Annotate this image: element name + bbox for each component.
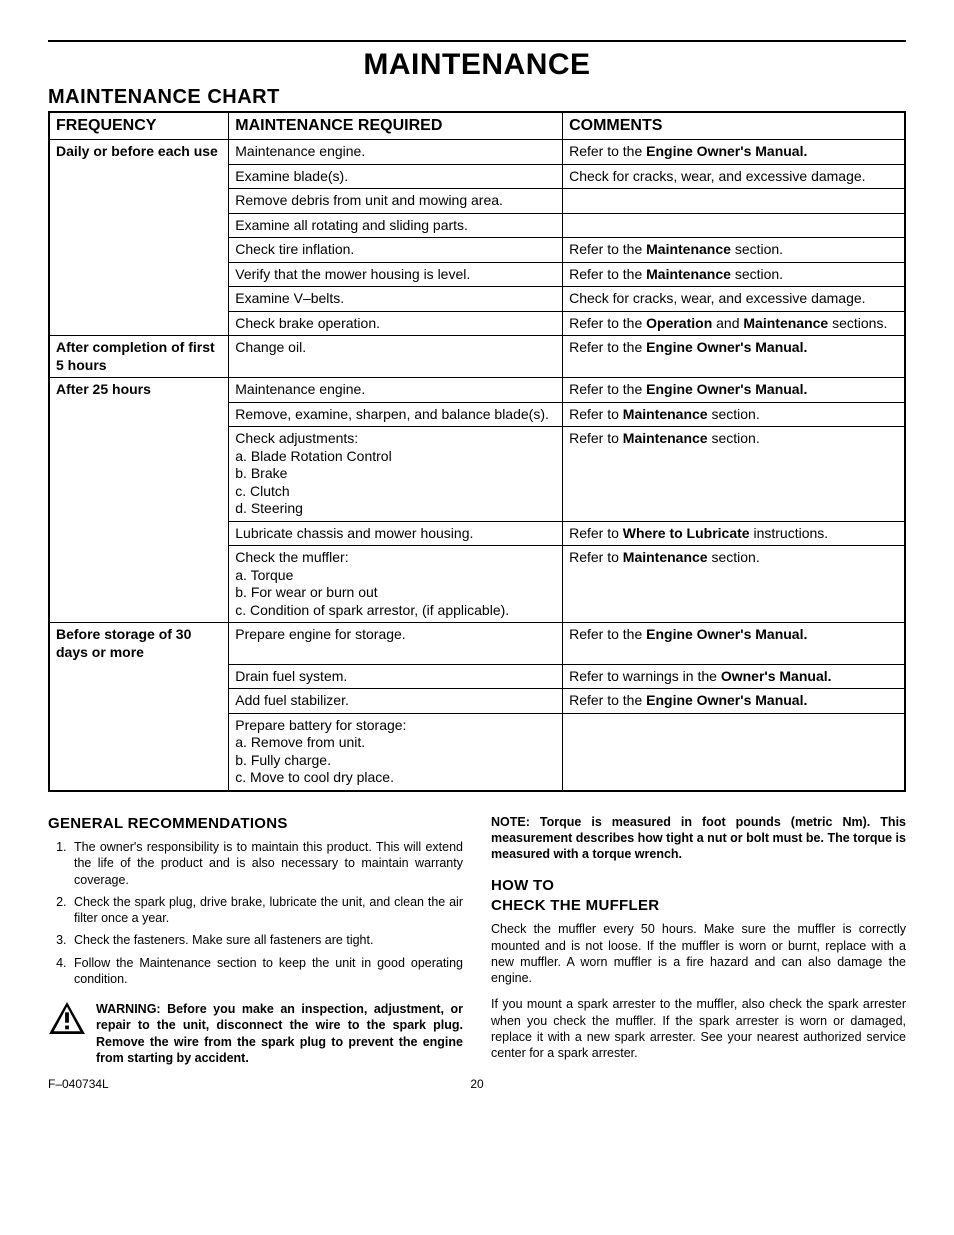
comments-cell: Refer to warnings in the Owner's Manual. [563, 664, 905, 689]
frequency-cell [49, 402, 229, 427]
header-maintenance: MAINTENANCE REQUIRED [229, 112, 563, 140]
warning-text: WARNING: Before you make an inspection, … [96, 1001, 463, 1066]
page-title: MAINTENANCE [48, 48, 906, 82]
comments-cell: Refer to the Engine Owner's Manual. [563, 336, 905, 378]
right-column: NOTE: Torque is measured in foot pounds … [491, 814, 906, 1072]
comments-cell: Refer to the Operation and Maintenance s… [563, 311, 905, 336]
maintenance-cell: Maintenance engine. [229, 140, 563, 165]
header-frequency: FREQUENCY [49, 112, 229, 140]
frequency-cell [49, 546, 229, 623]
maintenance-cell: Examine all rotating and sliding parts. [229, 213, 563, 238]
maintenance-cell: Check tire inflation. [229, 238, 563, 263]
comments-cell [563, 189, 905, 214]
comments-cell [563, 213, 905, 238]
left-column: GENERAL RECOMMENDATIONS The owner's resp… [48, 814, 463, 1072]
comments-cell: Refer to Maintenance section. [563, 546, 905, 623]
frequency-cell [49, 238, 229, 263]
maintenance-cell: Add fuel stabilizer. [229, 689, 563, 714]
comments-cell: Check for cracks, wear, and excessive da… [563, 287, 905, 312]
frequency-cell: After completion of first 5 hours [49, 336, 229, 378]
maintenance-cell: Check the muffler: a. Torque b. For wear… [229, 546, 563, 623]
maintenance-cell: Examine V–belts. [229, 287, 563, 312]
comments-cell: Check for cracks, wear, and excessive da… [563, 164, 905, 189]
note-block: NOTE: Torque is measured in foot pounds … [491, 814, 906, 863]
frequency-cell [49, 664, 229, 689]
maintenance-cell: Change oil. [229, 336, 563, 378]
list-item: The owner's responsibility is to maintai… [70, 839, 463, 888]
maintenance-cell: Check adjustments: a. Blade Rotation Con… [229, 427, 563, 522]
frequency-cell [49, 311, 229, 336]
comments-cell: Refer to the Maintenance section. [563, 238, 905, 263]
howto-title-2: CHECK THE MUFFLER [491, 896, 906, 916]
comments-cell [563, 713, 905, 791]
maintenance-cell: Examine blade(s). [229, 164, 563, 189]
frequency-cell: Before storage of 30 days or more [49, 623, 229, 665]
top-rule [48, 40, 906, 42]
muffler-para-2: If you mount a spark arrester to the muf… [491, 996, 906, 1061]
doc-number: F–040734L [48, 1077, 109, 1091]
muffler-para-1: Check the muffler every 50 hours. Make s… [491, 921, 906, 986]
comments-cell: Refer to Where to Lubricate instructions… [563, 521, 905, 546]
howto-title-1: HOW TO [491, 876, 906, 896]
maintenance-table: FREQUENCY MAINTENANCE REQUIRED COMMENTS … [48, 111, 906, 792]
maintenance-cell: Verify that the mower housing is level. [229, 262, 563, 287]
comments-cell: Refer to the Engine Owner's Manual. [563, 689, 905, 714]
frequency-cell [49, 427, 229, 522]
warning-block: WARNING: Before you make an inspection, … [48, 1001, 463, 1066]
list-item: Check the fasteners. Make sure all faste… [70, 932, 463, 948]
comments-cell: Refer to the Engine Owner's Manual. [563, 623, 905, 665]
frequency-cell [49, 287, 229, 312]
list-item: Check the spark plug, drive brake, lubri… [70, 894, 463, 927]
content-columns: GENERAL RECOMMENDATIONS The owner's resp… [48, 814, 906, 1072]
comments-cell: Refer to Maintenance section. [563, 427, 905, 522]
maintenance-cell: Remove, examine, sharpen, and balance bl… [229, 402, 563, 427]
comments-cell: Refer to the Engine Owner's Manual. [563, 140, 905, 165]
warning-icon [48, 1001, 86, 1039]
frequency-cell [49, 521, 229, 546]
comments-cell: Refer to the Maintenance section. [563, 262, 905, 287]
recommendations-title: GENERAL RECOMMENDATIONS [48, 814, 463, 834]
maintenance-cell: Check brake operation. [229, 311, 563, 336]
footer: F–040734L 20 [48, 1077, 906, 1091]
frequency-cell: After 25 hours [49, 378, 229, 403]
frequency-cell [49, 189, 229, 214]
maintenance-cell: Remove debris from unit and mowing area. [229, 189, 563, 214]
frequency-cell [49, 213, 229, 238]
frequency-cell [49, 713, 229, 791]
maintenance-cell: Prepare engine for storage. [229, 623, 563, 665]
maintenance-cell: Lubricate chassis and mower housing. [229, 521, 563, 546]
frequency-cell: Daily or before each use [49, 140, 229, 165]
maintenance-cell: Prepare battery for storage: a. Remove f… [229, 713, 563, 791]
list-item: Follow the Maintenance section to keep t… [70, 955, 463, 988]
frequency-cell [49, 164, 229, 189]
comments-cell: Refer to the Engine Owner's Manual. [563, 378, 905, 403]
maintenance-cell: Drain fuel system. [229, 664, 563, 689]
frequency-cell [49, 689, 229, 714]
chart-title: MAINTENANCE CHART [48, 86, 906, 109]
page-number: 20 [470, 1077, 483, 1091]
recommendations-list: The owner's responsibility is to maintai… [48, 839, 463, 987]
header-comments: COMMENTS [563, 112, 905, 140]
comments-cell: Refer to Maintenance section. [563, 402, 905, 427]
maintenance-cell: Maintenance engine. [229, 378, 563, 403]
frequency-cell [49, 262, 229, 287]
